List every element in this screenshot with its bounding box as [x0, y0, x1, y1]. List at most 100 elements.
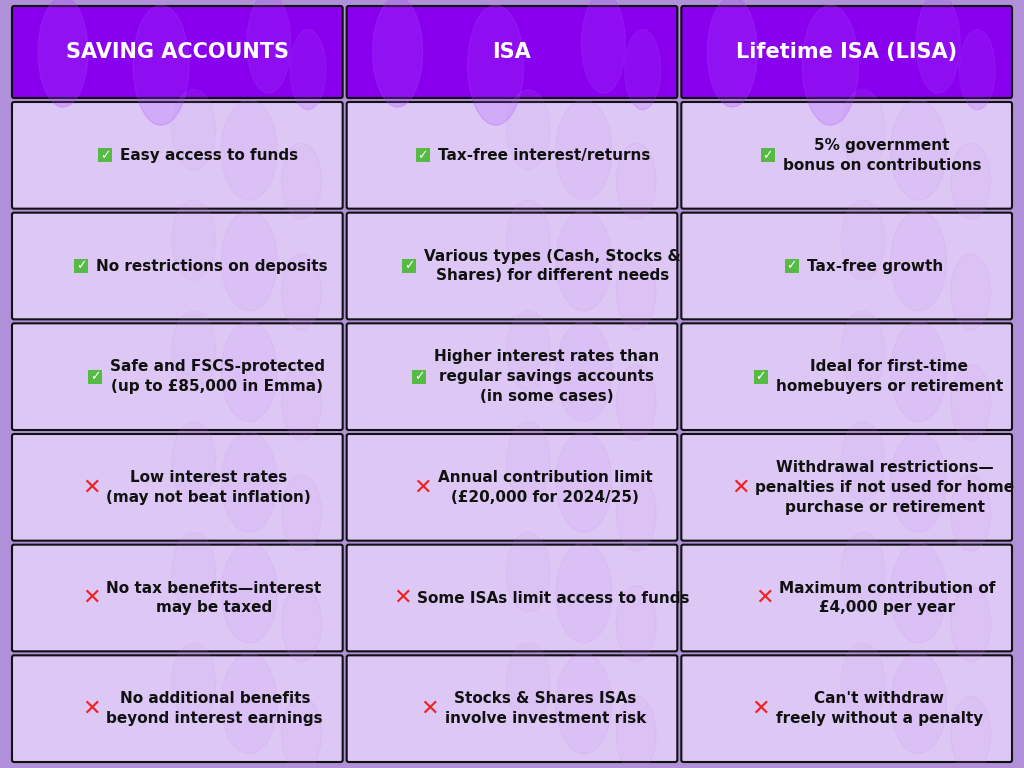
Ellipse shape: [951, 475, 991, 551]
Ellipse shape: [708, 0, 758, 107]
FancyBboxPatch shape: [347, 655, 677, 762]
Text: Tax-free growth: Tax-free growth: [807, 259, 943, 273]
Text: ✕: ✕: [393, 588, 412, 608]
Ellipse shape: [282, 143, 322, 219]
Text: ISA: ISA: [493, 42, 531, 62]
Ellipse shape: [556, 100, 612, 200]
Ellipse shape: [891, 543, 946, 643]
Ellipse shape: [556, 322, 612, 422]
Ellipse shape: [172, 643, 216, 723]
FancyBboxPatch shape: [347, 323, 677, 430]
Ellipse shape: [556, 432, 612, 532]
Text: ✕: ✕: [82, 478, 100, 498]
FancyBboxPatch shape: [681, 213, 1012, 319]
Text: ✓: ✓: [100, 149, 111, 162]
FancyBboxPatch shape: [12, 213, 343, 319]
Bar: [88, 369, 102, 384]
FancyBboxPatch shape: [347, 102, 677, 209]
FancyBboxPatch shape: [681, 655, 1012, 762]
Text: 5% government
bonus on contributions: 5% government bonus on contributions: [782, 138, 981, 173]
FancyBboxPatch shape: [681, 102, 1012, 209]
Ellipse shape: [282, 253, 322, 329]
Text: ✓: ✓: [90, 370, 100, 383]
Text: No tax benefits—interest
may be taxed: No tax benefits—interest may be taxed: [106, 581, 322, 615]
Ellipse shape: [951, 364, 991, 440]
Text: Stocks & Shares ISAs
involve investment risk: Stocks & Shares ISAs involve investment …: [444, 691, 646, 726]
Ellipse shape: [841, 422, 885, 502]
Ellipse shape: [841, 532, 885, 612]
Ellipse shape: [582, 0, 626, 93]
Text: Ideal for first-time
homebuyers or retirement: Ideal for first-time homebuyers or retir…: [776, 359, 1004, 394]
Ellipse shape: [38, 0, 88, 107]
Ellipse shape: [221, 211, 278, 311]
Ellipse shape: [556, 654, 612, 753]
Ellipse shape: [373, 0, 423, 107]
Text: ✕: ✕: [752, 699, 770, 719]
Ellipse shape: [172, 311, 216, 391]
Ellipse shape: [616, 253, 656, 329]
Ellipse shape: [172, 532, 216, 612]
Ellipse shape: [506, 311, 550, 391]
Ellipse shape: [221, 543, 278, 643]
Text: ✓: ✓: [414, 370, 425, 383]
Bar: [413, 369, 426, 384]
Text: Tax-free interest/returns: Tax-free interest/returns: [437, 147, 650, 163]
Text: ✕: ✕: [731, 478, 750, 498]
Ellipse shape: [506, 200, 550, 280]
Ellipse shape: [951, 143, 991, 219]
Ellipse shape: [221, 432, 278, 532]
Text: Lifetime ISA (LISA): Lifetime ISA (LISA): [736, 42, 957, 62]
Ellipse shape: [556, 211, 612, 311]
Ellipse shape: [133, 5, 189, 125]
FancyBboxPatch shape: [681, 323, 1012, 430]
Ellipse shape: [841, 643, 885, 723]
Ellipse shape: [891, 322, 946, 422]
Bar: [761, 148, 774, 162]
Text: ✕: ✕: [414, 478, 432, 498]
Ellipse shape: [172, 422, 216, 502]
Text: Can't withdraw
freely without a penalty: Can't withdraw freely without a penalty: [776, 691, 983, 726]
Ellipse shape: [951, 253, 991, 329]
Ellipse shape: [221, 100, 278, 200]
Ellipse shape: [616, 697, 656, 768]
Text: ✕: ✕: [82, 588, 100, 608]
Ellipse shape: [506, 422, 550, 502]
Ellipse shape: [221, 654, 278, 753]
Text: ✓: ✓: [756, 370, 766, 383]
Ellipse shape: [506, 643, 550, 723]
Ellipse shape: [556, 543, 612, 643]
Ellipse shape: [506, 532, 550, 612]
FancyBboxPatch shape: [12, 6, 343, 98]
Text: No restrictions on deposits: No restrictions on deposits: [96, 259, 328, 273]
Ellipse shape: [951, 697, 991, 768]
Bar: [98, 148, 113, 162]
Ellipse shape: [616, 475, 656, 551]
Ellipse shape: [841, 90, 885, 170]
Ellipse shape: [916, 0, 961, 93]
Text: Withdrawal restrictions—
penalties if not used for home
purchase or retirement: Withdrawal restrictions— penalties if no…: [756, 460, 1015, 515]
Text: ✕: ✕: [420, 699, 439, 719]
Bar: [784, 259, 799, 273]
Ellipse shape: [282, 586, 322, 662]
Ellipse shape: [468, 5, 523, 125]
Text: Safe and FSCS-protected
(up to £85,000 in Emma): Safe and FSCS-protected (up to £85,000 i…: [110, 359, 325, 394]
Ellipse shape: [221, 322, 278, 422]
Ellipse shape: [282, 475, 322, 551]
Bar: [754, 369, 768, 384]
Text: Annual contribution limit
(£20,000 for 2024/25): Annual contribution limit (£20,000 for 2…: [437, 470, 652, 505]
Ellipse shape: [803, 5, 858, 125]
Ellipse shape: [891, 654, 946, 753]
Text: Various types (Cash, Stocks &
Shares) for different needs: Various types (Cash, Stocks & Shares) fo…: [424, 249, 681, 283]
Ellipse shape: [841, 311, 885, 391]
FancyBboxPatch shape: [347, 6, 677, 98]
Text: Easy access to funds: Easy access to funds: [120, 147, 298, 163]
Ellipse shape: [616, 143, 656, 219]
FancyBboxPatch shape: [681, 545, 1012, 651]
Text: ✓: ✓: [786, 260, 797, 273]
Ellipse shape: [625, 30, 660, 110]
Text: ✓: ✓: [763, 149, 773, 162]
FancyBboxPatch shape: [347, 213, 677, 319]
Text: ✓: ✓: [76, 260, 86, 273]
FancyBboxPatch shape: [12, 545, 343, 651]
Text: No additional benefits
beyond interest earnings: No additional benefits beyond interest e…: [106, 691, 324, 726]
